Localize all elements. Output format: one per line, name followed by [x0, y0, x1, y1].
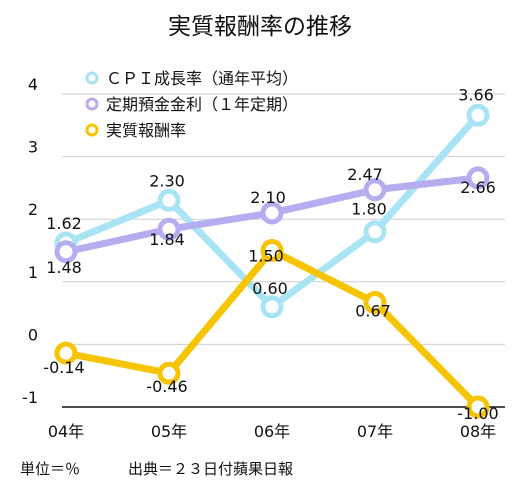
chart-title: 実質報酬率の推移 [168, 14, 352, 40]
data-point [157, 361, 181, 385]
data-label: 2.66 [460, 178, 496, 197]
data-point [363, 290, 387, 314]
data-point [260, 295, 284, 319]
data-label: 0.67 [355, 301, 391, 320]
x-tick-label: 04年 [48, 422, 84, 441]
data-point [363, 178, 387, 202]
gridlines [62, 93, 505, 408]
data-label: 3.66 [458, 85, 494, 104]
data-label: 1.62 [46, 214, 82, 233]
y-tick-label: 2 [28, 200, 38, 219]
data-point [466, 103, 490, 127]
data-label: 2.10 [250, 188, 286, 207]
x-tick-label: 06年 [254, 422, 290, 441]
data-point [54, 240, 78, 264]
y-tick-label: 0 [28, 325, 38, 344]
data-labels: 1.62 2.30 0.60 1.80 3.66 1.48 1.84 2.10 2.47 2.66… [43, 85, 498, 423]
series-lines [54, 103, 490, 419]
legend-label: ＣＰＩ成長率（通年平均） [106, 69, 298, 88]
data-label: -0.46 [146, 377, 187, 396]
data-label: -1.00 [457, 404, 498, 423]
data-label: 2.30 [149, 171, 185, 190]
data-point [260, 201, 284, 225]
unit-note: 単位＝％ [20, 460, 81, 478]
y-axis-ticks: -1 0 1 2 3 4 [22, 75, 38, 407]
data-point [157, 217, 181, 241]
y-tick-label: 4 [28, 75, 38, 94]
data-point [54, 341, 78, 365]
legend: ＣＰＩ成長率（通年平均） 定期預金金利（１年定期） 実質報酬率 [85, 69, 298, 140]
x-tick-label: 08年 [460, 422, 496, 441]
x-tick-label: 07年 [357, 422, 393, 441]
data-label: -0.14 [43, 358, 84, 377]
data-point [466, 166, 490, 190]
y-tick-label: 1 [28, 263, 38, 282]
x-tick-label: 05年 [151, 422, 187, 441]
data-point [157, 188, 181, 212]
data-point [260, 239, 284, 262]
data-label: 2.47 [347, 165, 383, 184]
data-point [466, 395, 490, 419]
y-tick-label: 3 [28, 138, 38, 157]
y-tick-label: -1 [22, 388, 38, 407]
data-point [363, 220, 387, 244]
data-label: 0.60 [252, 279, 288, 298]
data-label: 1.50 [248, 247, 284, 266]
legend-label: 定期預金金利（１年定期） [106, 95, 298, 114]
x-axis-ticks: 04年 05年 06年 07年 08年 [48, 422, 496, 441]
source-note: 出典＝２３日付蘋果日報 [128, 460, 294, 478]
legend-marker [85, 97, 99, 111]
data-label: 1.48 [46, 258, 82, 277]
data-label: 1.80 [351, 200, 387, 219]
data-label: 1.84 [149, 230, 185, 249]
series-line-2 [62, 247, 482, 411]
legend-marker [85, 71, 99, 85]
legend-label: 実質報酬率 [106, 121, 186, 140]
legend-marker [85, 123, 99, 137]
